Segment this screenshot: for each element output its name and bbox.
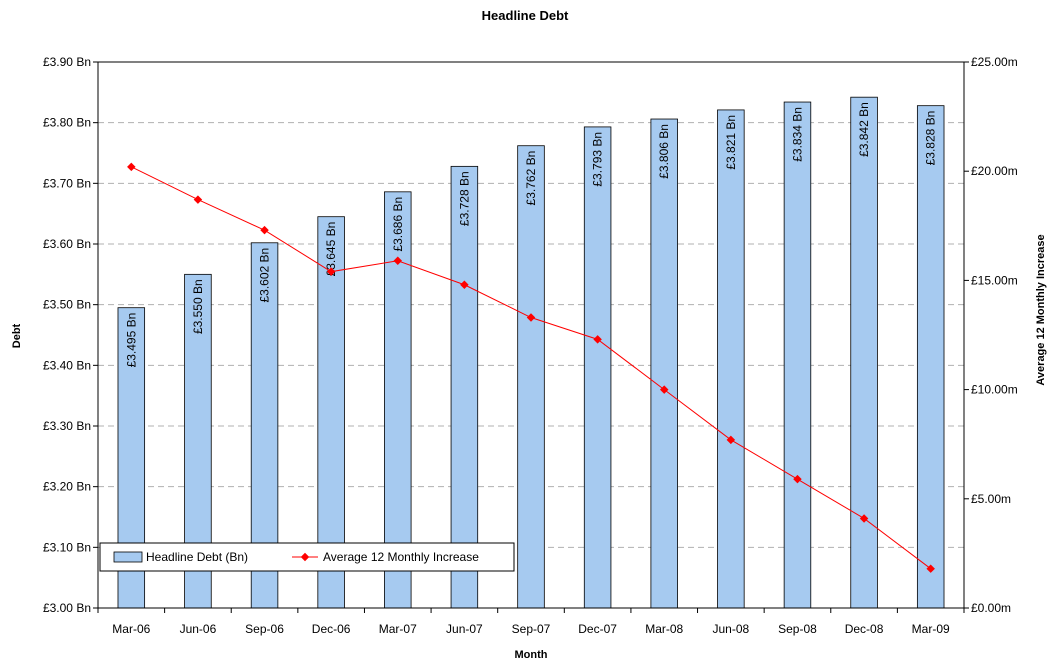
bar-data-label: £3.495 Bn xyxy=(124,313,138,368)
bar-data-label: £3.828 Bn xyxy=(924,111,938,166)
line-point xyxy=(127,162,136,172)
bar-data-label: £3.821 Bn xyxy=(724,115,738,170)
x-tick-label: Mar-06 xyxy=(112,622,150,636)
bar-data-label: £3.842 Bn xyxy=(857,102,871,157)
line-point xyxy=(193,195,203,204)
line-point xyxy=(326,267,336,276)
y2-tick-label: £0.00m xyxy=(971,601,1011,615)
chart-title: Headline Debt xyxy=(482,8,569,23)
bar-data-label: £3.645 Bn xyxy=(324,222,338,277)
plot-frame xyxy=(97,61,965,609)
y-tick-label: £3.00 Bn xyxy=(43,601,91,615)
legend: Headline Debt (Bn) Average 12 Monthly In… xyxy=(99,542,515,572)
line-point xyxy=(260,225,269,235)
y-tick-label: £3.50 Bn xyxy=(43,298,91,312)
bar xyxy=(783,101,812,609)
legend-line-marker xyxy=(300,552,310,562)
y-tick-label: £3.80 Bn xyxy=(43,116,91,130)
y-tick-label: £3.10 Bn xyxy=(43,540,91,554)
x-tick-label: Dec-07 xyxy=(578,622,617,636)
line-point xyxy=(393,256,403,265)
y2-tick-label: £20.00m xyxy=(971,164,1018,178)
x-tick-label: Mar-07 xyxy=(379,622,417,636)
line-point xyxy=(793,474,802,484)
x-tick-label: Jun-07 xyxy=(446,622,483,636)
y2-tick-label: £25.00m xyxy=(971,55,1018,69)
bar-data-label: £3.602 Bn xyxy=(258,248,272,303)
bar-data-label: £3.793 Bn xyxy=(591,132,605,187)
line-point xyxy=(593,335,602,344)
legend-line-label: Average 12 Monthly Increase xyxy=(323,550,479,564)
line-point xyxy=(726,435,736,445)
x-tick-label: Sep-07 xyxy=(512,622,551,636)
x-axis-label: Month xyxy=(515,649,548,661)
bar-data-labels: £3.495 Bn £3.550 Bn £3.602 Bn £3.645 Bn £3.6… xyxy=(124,102,937,367)
bar-data-label: £3.686 Bn xyxy=(391,197,405,252)
bar-data-label: £3.834 Bn xyxy=(790,107,804,162)
y-axis-label: Debt xyxy=(11,323,23,348)
legend-bar-swatch xyxy=(113,551,143,563)
y-tick-label: £3.20 Bn xyxy=(43,480,91,494)
axes: £3.00 Bn £3.10 Bn £3.20 Bn £3.30 Bn £3.40 Bn… xyxy=(43,55,1018,636)
line-point xyxy=(926,564,935,573)
bar-data-label: £3.806 Bn xyxy=(657,124,671,179)
bar-data-label: £3.728 Bn xyxy=(457,171,471,226)
line-series xyxy=(127,162,935,573)
y2-tick-label: £10.00m xyxy=(971,383,1018,397)
x-tick-label: Mar-09 xyxy=(912,622,950,636)
x-tick-label: Dec-06 xyxy=(312,622,351,636)
bar xyxy=(583,126,612,609)
x-tick-label: Jun-08 xyxy=(712,622,749,636)
y-tick-label: £3.40 Bn xyxy=(43,358,91,372)
bar-data-label: £3.762 Bn xyxy=(524,151,538,206)
bar xyxy=(717,109,745,609)
x-tick-label: Sep-08 xyxy=(778,622,817,636)
legend-bar-label: Headline Debt (Bn) xyxy=(146,550,248,564)
line-point xyxy=(859,514,869,523)
line-point xyxy=(659,385,669,394)
y2-tick-label: £5.00m xyxy=(971,492,1011,506)
x-tick-label: Dec-08 xyxy=(845,622,884,636)
y-tick-label: £3.90 Bn xyxy=(43,55,91,69)
bar xyxy=(850,96,878,609)
bar-data-label: £3.550 Bn xyxy=(191,279,205,334)
y-tick-label: £3.30 Bn xyxy=(43,419,91,433)
bar xyxy=(916,105,945,609)
x-tick-label: Mar-08 xyxy=(645,622,683,636)
line-point xyxy=(526,313,536,322)
bar xyxy=(450,165,479,609)
bar xyxy=(650,118,678,609)
y2-axis-label: Average 12 Monthly Increase xyxy=(1035,234,1047,385)
y2-tick-label: £15.00m xyxy=(971,273,1018,287)
line-point xyxy=(460,280,469,290)
x-tick-label: Jun-06 xyxy=(180,622,217,636)
y-tick-label: £3.60 Bn xyxy=(43,237,91,251)
y-tick-label: £3.70 Bn xyxy=(43,176,91,190)
x-tick-label: Sep-06 xyxy=(245,622,284,636)
bar xyxy=(517,145,545,609)
